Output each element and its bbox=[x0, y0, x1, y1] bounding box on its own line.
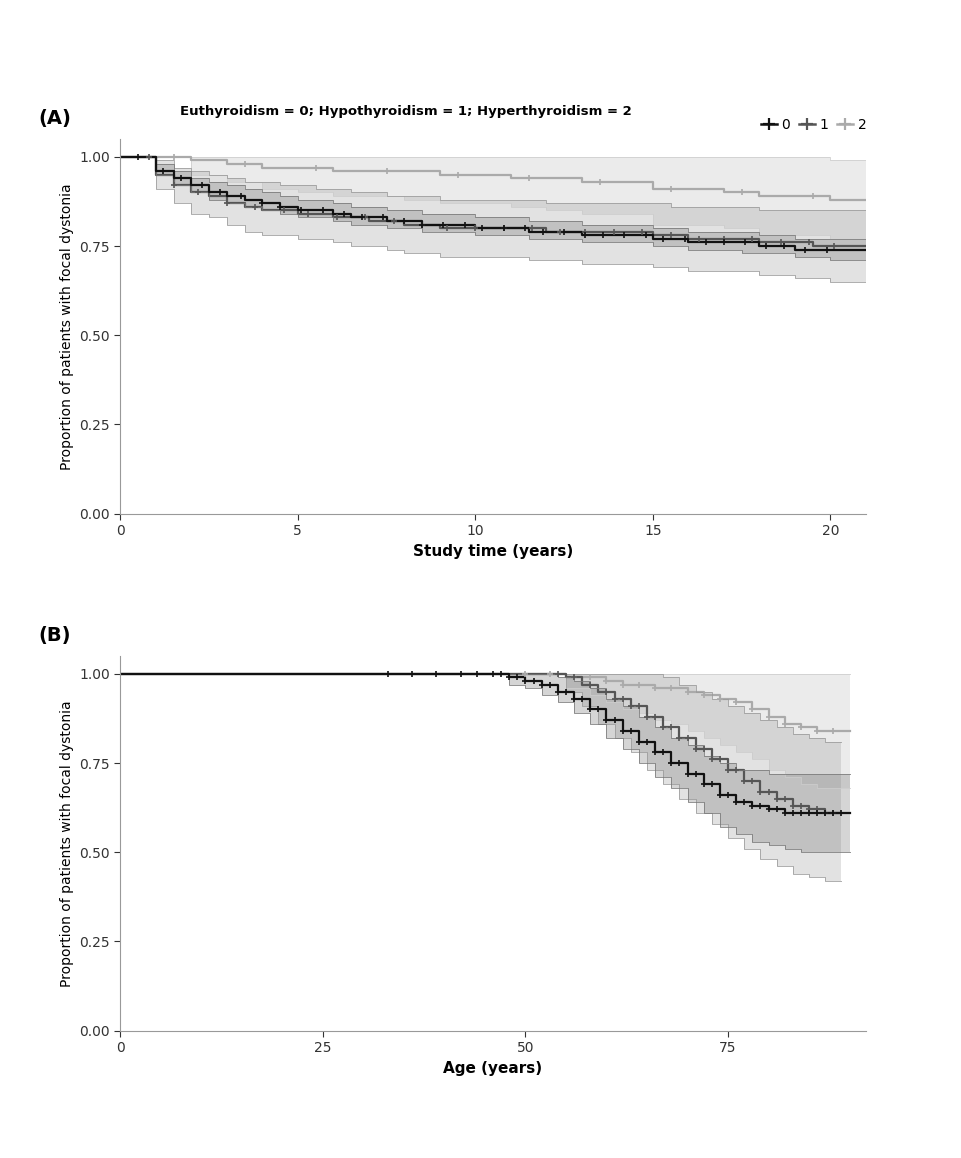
Legend: 0, 1, 2: 0, 1, 2 bbox=[760, 118, 866, 132]
Text: Euthyroidism = 0; Hypothyroidism = 1; Hyperthyroidism = 2: Euthyroidism = 0; Hypothyroidism = 1; Hy… bbox=[180, 105, 631, 118]
Text: (A): (A) bbox=[38, 109, 71, 127]
Text: (B): (B) bbox=[38, 625, 71, 645]
X-axis label: Study time (years): Study time (years) bbox=[412, 543, 573, 558]
X-axis label: Age (years): Age (years) bbox=[443, 1061, 542, 1076]
Y-axis label: Proportion of patients with focal dystonia: Proportion of patients with focal dyston… bbox=[60, 183, 73, 470]
Y-axis label: Proportion of patients with focal dystonia: Proportion of patients with focal dyston… bbox=[60, 699, 73, 987]
